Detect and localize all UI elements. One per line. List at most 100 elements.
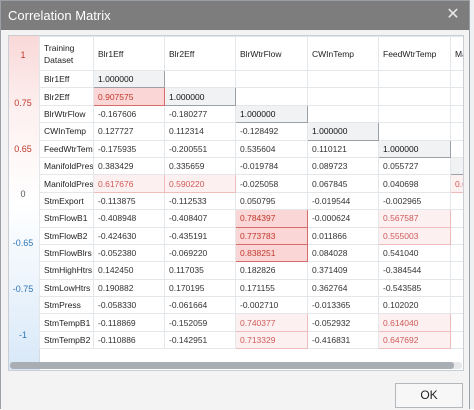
matrix-cell[interactable]: 0.535604 bbox=[235, 139, 308, 158]
matrix-cell[interactable] bbox=[235, 69, 308, 89]
matrix-cell[interactable]: 0.740377 bbox=[235, 313, 308, 332]
matrix-cell[interactable]: 0.6 bbox=[450, 174, 463, 193]
column-header[interactable]: BlrWtrFlow bbox=[235, 36, 308, 71]
row-header[interactable]: Blr2Eff bbox=[39, 87, 94, 106]
matrix-cell[interactable]: 0.170195 bbox=[164, 278, 236, 298]
row-header[interactable]: ManifoldPres2 bbox=[39, 174, 94, 193]
matrix-cell[interactable]: 1.000000 bbox=[93, 69, 165, 89]
matrix-cell[interactable]: -0.052380 bbox=[93, 243, 165, 263]
matrix-cell[interactable]: 0.335659 bbox=[164, 156, 236, 176]
horizontal-scroll-thumb[interactable] bbox=[10, 362, 454, 369]
matrix-cell[interactable]: -0.019544 bbox=[307, 191, 379, 211]
row-header[interactable]: ManifoldPres bbox=[39, 156, 94, 176]
matrix-cell[interactable] bbox=[450, 191, 463, 211]
matrix-cell[interactable]: 0.110121 bbox=[307, 139, 379, 158]
matrix-cell[interactable]: 0.541040 bbox=[378, 243, 451, 263]
matrix-cell[interactable] bbox=[164, 69, 236, 89]
matrix-cell[interactable]: -0.200551 bbox=[164, 139, 236, 158]
row-header[interactable]: StmLowHtrs bbox=[39, 278, 94, 298]
matrix-cell[interactable] bbox=[378, 104, 451, 124]
matrix-cell[interactable]: 0.383429 bbox=[93, 156, 165, 176]
matrix-cell[interactable]: -0.435191 bbox=[164, 226, 236, 245]
row-header[interactable]: StmFlowBlrs bbox=[39, 243, 94, 263]
matrix-cell[interactable]: -0.000624 bbox=[307, 209, 379, 228]
matrix-cell[interactable] bbox=[307, 104, 379, 124]
matrix-cell[interactable]: 0.171155 bbox=[235, 278, 308, 298]
matrix-cell[interactable]: 0.647692 bbox=[378, 330, 451, 350]
matrix-cell[interactable]: -0.025058 bbox=[235, 174, 308, 193]
matrix-cell[interactable]: -0.002710 bbox=[235, 296, 308, 315]
row-header[interactable]: BlrWtrFlow bbox=[39, 104, 94, 124]
matrix-cell[interactable]: -0.167606 bbox=[93, 104, 165, 124]
matrix-cell[interactable] bbox=[450, 226, 463, 245]
matrix-cell[interactable]: 0.713329 bbox=[235, 330, 308, 350]
matrix-cell[interactable] bbox=[450, 243, 463, 263]
row-header[interactable]: Blr1Eff bbox=[39, 69, 94, 89]
row-header[interactable]: StmTempB1 bbox=[39, 313, 94, 332]
matrix-cell[interactable]: -0.384544 bbox=[378, 261, 451, 280]
matrix-cell[interactable]: -0.416831 bbox=[307, 330, 379, 350]
matrix-cell[interactable]: 0.617676 bbox=[93, 174, 165, 193]
matrix-cell[interactable]: -0.128492 bbox=[235, 122, 308, 141]
matrix-cell[interactable]: 1.000000 bbox=[164, 87, 236, 106]
horizontal-scrollbar[interactable] bbox=[10, 362, 462, 369]
matrix-cell[interactable] bbox=[378, 122, 451, 141]
column-header[interactable]: Ma bbox=[450, 36, 463, 71]
matrix-cell[interactable]: -0.113875 bbox=[93, 191, 165, 211]
matrix-cell[interactable]: -0.002965 bbox=[378, 191, 451, 211]
column-header[interactable]: Blr1Eff bbox=[93, 36, 165, 71]
matrix-cell[interactable] bbox=[307, 69, 379, 89]
ok-button[interactable]: OK bbox=[395, 383, 463, 408]
matrix-cell[interactable] bbox=[450, 330, 463, 350]
matrix-cell[interactable]: -0.175935 bbox=[93, 139, 165, 158]
matrix-cell[interactable]: 0.362764 bbox=[307, 278, 379, 298]
matrix-cell[interactable]: 0.117035 bbox=[164, 261, 236, 280]
matrix-cell[interactable] bbox=[450, 261, 463, 280]
matrix-cell[interactable]: 0.784397 bbox=[235, 209, 308, 228]
matrix-cell[interactable]: -0.058330 bbox=[93, 296, 165, 315]
matrix-cell[interactable]: -0.052932 bbox=[307, 313, 379, 332]
matrix-cell[interactable] bbox=[450, 156, 463, 176]
row-header[interactable]: StmPress bbox=[39, 296, 94, 315]
row-header[interactable]: StmExport bbox=[39, 191, 94, 211]
row-header[interactable]: FeedWtrTemp bbox=[39, 139, 94, 158]
matrix-cell[interactable]: -0.408948 bbox=[93, 209, 165, 228]
matrix-cell[interactable] bbox=[378, 69, 451, 89]
matrix-cell[interactable]: 0.142450 bbox=[93, 261, 165, 280]
matrix-cell[interactable] bbox=[307, 87, 379, 106]
matrix-cell[interactable] bbox=[450, 104, 463, 124]
matrix-cell[interactable]: 1.000000 bbox=[235, 104, 308, 124]
matrix-cell[interactable]: -0.069220 bbox=[164, 243, 236, 263]
matrix-cell[interactable]: -0.118869 bbox=[93, 313, 165, 332]
matrix-cell[interactable] bbox=[378, 87, 451, 106]
column-header[interactable]: Blr2Eff bbox=[164, 36, 236, 71]
matrix-cell[interactable] bbox=[450, 122, 463, 141]
row-header[interactable]: CWInTemp bbox=[39, 122, 94, 141]
matrix-cell[interactable]: 0.555003 bbox=[378, 226, 451, 245]
column-header[interactable]: CWInTemp bbox=[307, 36, 379, 71]
matrix-cell[interactable]: 0.089723 bbox=[307, 156, 379, 176]
matrix-cell[interactable] bbox=[450, 139, 463, 158]
row-header[interactable]: StmTempB2 bbox=[39, 330, 94, 350]
matrix-cell[interactable]: -0.424630 bbox=[93, 226, 165, 245]
close-icon[interactable]: ✕ bbox=[446, 6, 460, 23]
matrix-cell[interactable]: -0.408407 bbox=[164, 209, 236, 228]
matrix-cell[interactable]: -0.013365 bbox=[307, 296, 379, 315]
matrix-cell[interactable]: -0.543585 bbox=[378, 278, 451, 298]
matrix-cell[interactable]: 0.190882 bbox=[93, 278, 165, 298]
matrix-cell[interactable]: 0.773783 bbox=[235, 226, 308, 245]
matrix-cell[interactable]: 0.067845 bbox=[307, 174, 379, 193]
matrix-cell[interactable]: 0.838251 bbox=[235, 243, 308, 263]
row-header[interactable]: StmHighHtrs bbox=[39, 261, 94, 280]
matrix-cell[interactable]: 0.040698 bbox=[378, 174, 451, 193]
matrix-cell[interactable]: 0.050795 bbox=[235, 191, 308, 211]
matrix-cell[interactable]: 0.055727 bbox=[378, 156, 451, 176]
column-header[interactable]: FeedWtrTemp bbox=[378, 36, 451, 71]
matrix-cell[interactable] bbox=[450, 69, 463, 89]
matrix-cell[interactable] bbox=[450, 209, 463, 228]
matrix-cell[interactable] bbox=[450, 296, 463, 315]
matrix-cell[interactable]: 0.614040 bbox=[378, 313, 451, 332]
matrix-cell[interactable]: 0.112314 bbox=[164, 122, 236, 141]
row-header[interactable]: StmFlowB1 bbox=[39, 209, 94, 228]
matrix-cell[interactable]: 0.590220 bbox=[164, 174, 236, 193]
